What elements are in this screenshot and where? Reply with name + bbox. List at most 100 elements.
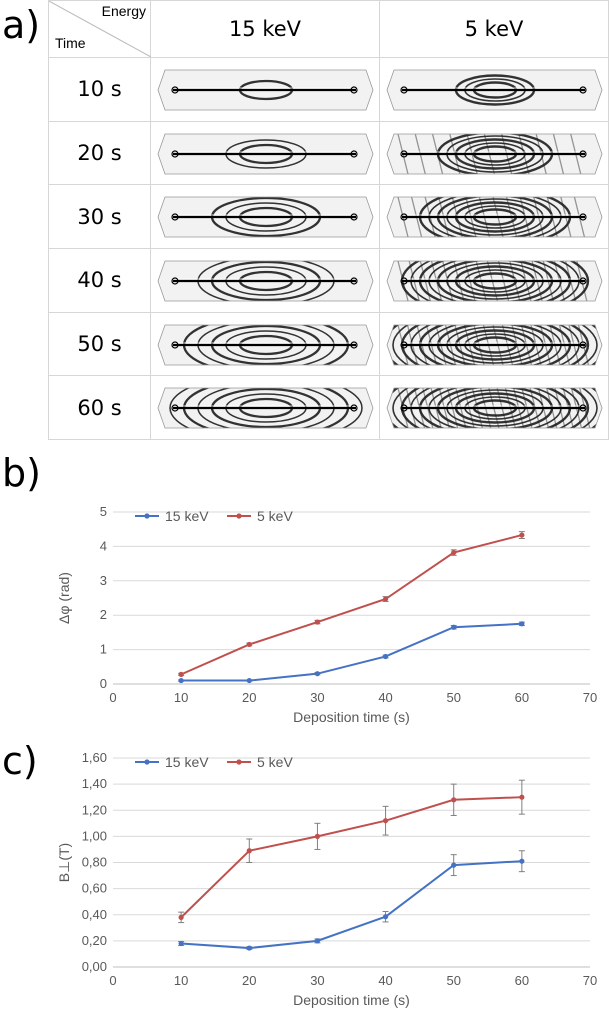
corner-energy-label: Energy xyxy=(101,3,146,19)
x-tick-label: 70 xyxy=(583,690,597,705)
y-axis-title: B⊥(T) xyxy=(56,843,72,882)
svg-text:5 keV: 5 keV xyxy=(257,508,293,524)
row-label: 50 s xyxy=(48,311,151,377)
fringe-pattern xyxy=(157,260,374,302)
hologram-image xyxy=(379,375,609,440)
x-tick-label: 30 xyxy=(310,690,324,705)
fringe-pattern xyxy=(386,133,603,175)
hologram-image xyxy=(150,120,380,186)
panel-label-c: c) xyxy=(2,739,38,783)
data-point xyxy=(246,848,252,854)
series-line xyxy=(180,534,523,676)
legend-entry: 15 keV xyxy=(135,508,209,524)
fringe-pattern xyxy=(157,69,374,111)
fringe-pattern xyxy=(386,69,603,111)
svg-text:15 keV: 15 keV xyxy=(165,754,209,770)
data-point xyxy=(382,818,389,824)
row-label: 30 s xyxy=(48,184,151,249)
x-tick-label: 30 xyxy=(310,973,324,988)
data-point xyxy=(178,677,184,684)
fringe-pattern xyxy=(157,387,374,429)
row-label: 60 s xyxy=(48,375,151,440)
hologram-image xyxy=(150,184,380,249)
x-tick-label: 40 xyxy=(378,973,392,988)
data-point xyxy=(382,653,389,660)
x-tick-label: 10 xyxy=(174,973,188,988)
fringe-pattern xyxy=(386,196,603,238)
hologram-image xyxy=(379,247,609,313)
magnetic-field-chart-svg: 0,00 0,20 0,40 0,60 0,80 1,00 1,20 1,40 1,60 0 10 2… xyxy=(56,750,597,1008)
hologram-image xyxy=(150,57,380,122)
series-line xyxy=(180,796,522,919)
y-tick-label: 4 xyxy=(100,538,107,553)
data-point xyxy=(178,940,184,947)
x-tick-label: 60 xyxy=(515,973,529,988)
hologram-image xyxy=(150,375,380,440)
x-axis-title: Deposition time (s) xyxy=(293,709,410,725)
svg-text:5 keV: 5 keV xyxy=(257,754,293,770)
x-tick-label: 0 xyxy=(109,690,116,705)
legend-entry: 15 keV xyxy=(135,754,209,770)
panel-label-a: a) xyxy=(2,3,41,47)
data-point xyxy=(314,833,321,839)
x-tick-label: 20 xyxy=(242,973,256,988)
row-label: 20 s xyxy=(48,120,151,186)
series-line xyxy=(181,860,522,950)
data-point xyxy=(519,858,525,864)
y-tick-label: 1,20 xyxy=(82,802,107,817)
fringe-pattern xyxy=(157,196,374,238)
y-tick-label: 1,40 xyxy=(82,776,107,791)
x-tick-label: 50 xyxy=(446,690,460,705)
panel-label-b: b) xyxy=(2,451,41,495)
y-tick-label: 3 xyxy=(100,573,107,588)
y-tick-label: 1,60 xyxy=(82,750,107,765)
data-point xyxy=(246,945,252,951)
column-header-15kev: 15 keV xyxy=(150,0,380,58)
data-point xyxy=(382,596,389,602)
data-point xyxy=(314,938,321,944)
hologram-image xyxy=(379,57,609,122)
y-axis-title: Δφ (rad) xyxy=(56,572,72,624)
hologram-image xyxy=(379,120,609,186)
y-tick-label: 0,20 xyxy=(82,933,107,948)
fringe-pattern xyxy=(157,133,374,175)
series-line xyxy=(181,622,522,682)
fringe-pattern xyxy=(386,260,603,302)
corner-time-label: Time xyxy=(55,35,86,51)
x-tick-label: 20 xyxy=(242,690,256,705)
y-tick-label: 1,00 xyxy=(82,828,107,843)
x-tick-label: 40 xyxy=(378,690,392,705)
data-point xyxy=(451,862,457,868)
data-point xyxy=(382,914,389,920)
fringe-pattern xyxy=(157,324,374,366)
y-tick-label: 0,80 xyxy=(82,855,107,870)
hologram-table: Energy Time 15 keV 5 keV 10 s 20 s 30 s … xyxy=(48,0,609,440)
data-point xyxy=(519,532,525,538)
column-header-5kev: 5 keV xyxy=(379,0,609,58)
y-tick-label: 5 xyxy=(100,504,107,519)
data-point xyxy=(246,677,252,684)
fringe-pattern xyxy=(386,324,603,366)
svg-text:15 keV: 15 keV xyxy=(165,508,209,524)
hologram-image xyxy=(150,247,380,313)
legend-entry: 5 keV xyxy=(227,508,293,524)
magnetic-field-chart: 0,00 0,20 0,40 0,60 0,80 1,00 1,20 1,40 1,60 0 10 2… xyxy=(48,744,608,1024)
hologram-image xyxy=(150,311,380,377)
data-point xyxy=(451,797,457,803)
phase-shift-chart: 0 1 2 3 4 5 0 10 20 30 40 50 60 70 Deposition time (s)… xyxy=(48,462,608,742)
row-label: 40 s xyxy=(48,247,151,313)
y-tick-label: 0 xyxy=(100,676,107,691)
data-point xyxy=(314,671,321,677)
y-tick-label: 1 xyxy=(100,642,107,657)
row-label: 10 s xyxy=(48,57,151,122)
x-axis-title: Deposition time (s) xyxy=(293,992,410,1008)
x-tick-label: 70 xyxy=(583,973,597,988)
legend-entry: 5 keV xyxy=(227,754,293,770)
y-tick-label: 0,00 xyxy=(82,959,107,974)
fringe-pattern xyxy=(386,387,603,429)
x-tick-label: 10 xyxy=(174,690,188,705)
data-point xyxy=(314,619,321,625)
x-tick-label: 60 xyxy=(515,690,529,705)
x-tick-label: 0 xyxy=(109,973,116,988)
